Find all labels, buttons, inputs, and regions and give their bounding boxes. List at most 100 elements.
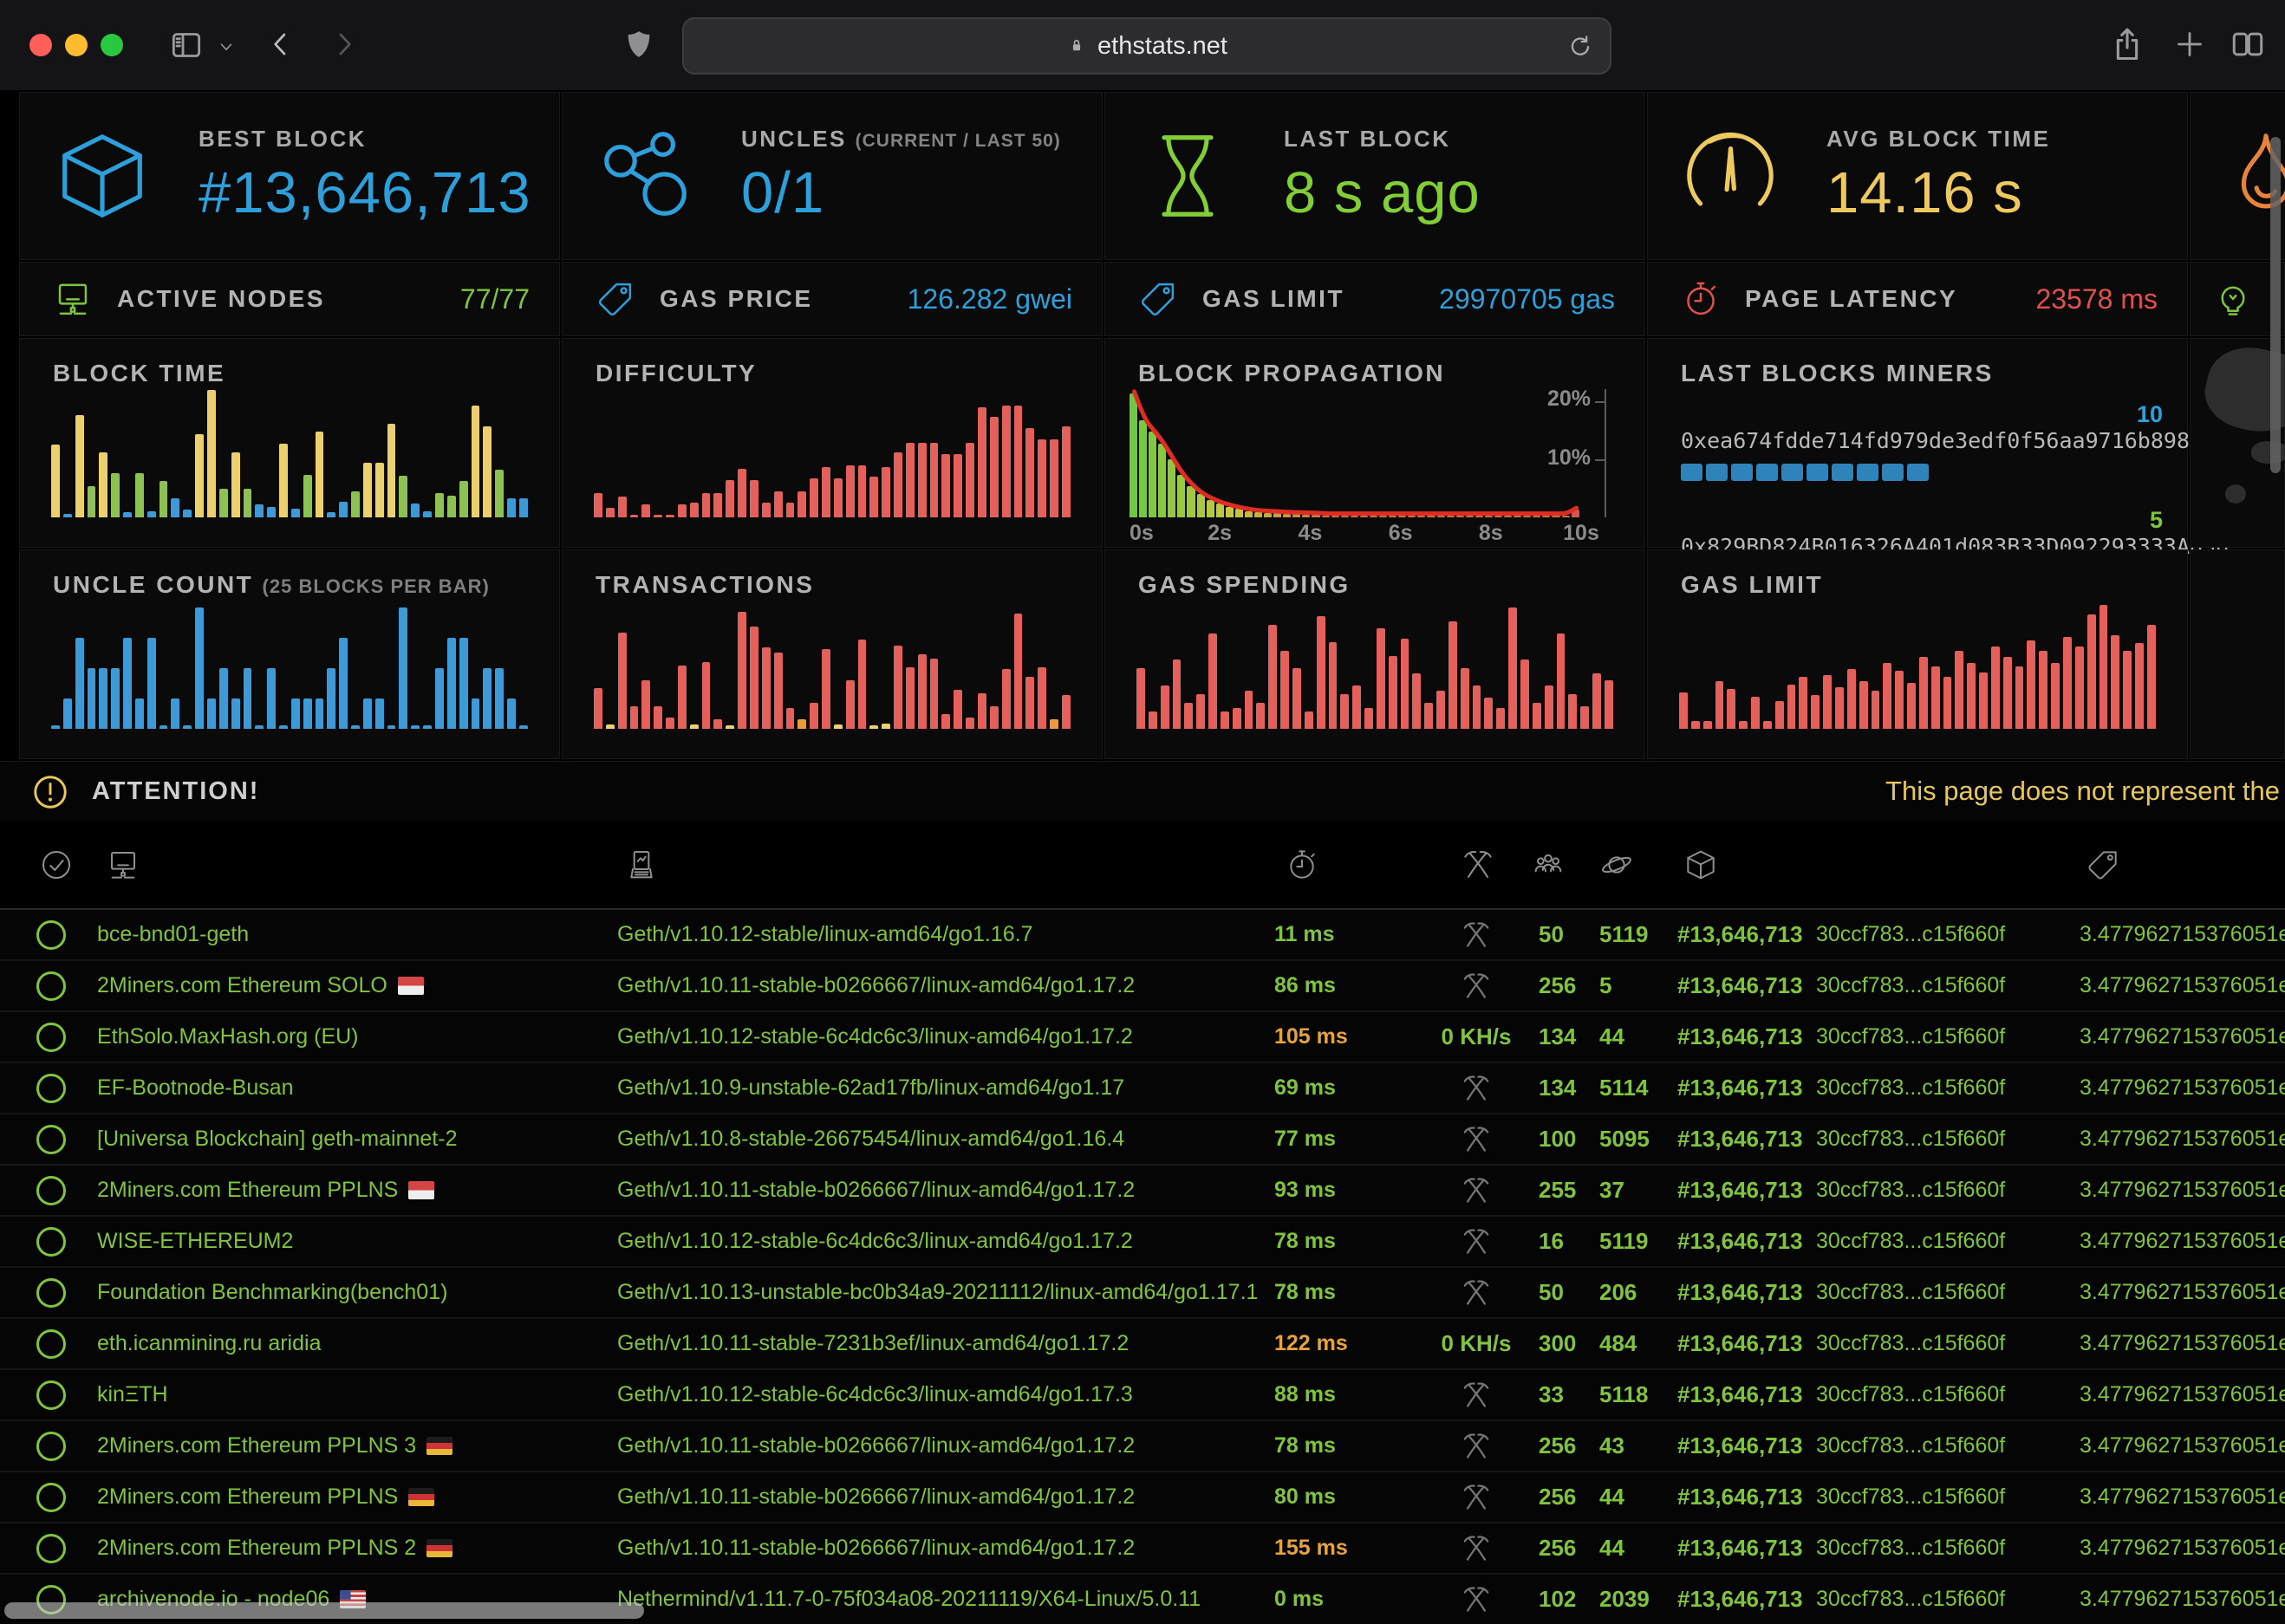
node-name[interactable]: WISE-ETHEREUM2 [97,1229,293,1254]
chart-bar [219,668,228,729]
sidebar-toggle-icon[interactable] [169,28,204,62]
node-name[interactable]: bce-bnd01-geth [97,922,249,947]
privacy-shield-icon[interactable] [622,28,655,61]
node-table-row[interactable]: kinΞTHGeth/v1.10.12-stable-6c4dc6c3/linu… [0,1370,2285,1421]
minimize-window-button[interactable] [65,34,88,56]
node-name[interactable]: [Universa Blockchain] geth-mainnet-2 [97,1127,457,1152]
chart-bar [1580,706,1589,729]
chart-bar [810,703,818,729]
address-bar[interactable]: ethstats.net [682,17,1611,75]
tab-overview-icon[interactable] [2230,26,2266,62]
node-table-row[interactable]: 2Miners.com Ethereum PPLNS 2Geth/v1.10.1… [0,1523,2285,1575]
node-block-hash[interactable]: 30ccf783...c15f660f [1816,1024,2005,1049]
node-pending: 2039 [1599,1586,1650,1613]
node-block-hash[interactable]: 30ccf783...c15f660f [1816,1484,2005,1510]
node-block-hash[interactable]: 30ccf783...c15f660f [1816,1433,2005,1458]
chart-bar [1025,677,1034,729]
node-block-hash[interactable]: 30ccf783...c15f660f [1816,1382,2005,1407]
chart-bar [351,491,360,517]
node-block-hash[interactable]: 30ccf783...c15f660f [1816,1075,2005,1101]
node-peers: 16 [1539,1228,1564,1255]
chart-title: DIFFICULTY [596,360,757,387]
country-flag-de [426,1437,452,1455]
node-table-row[interactable]: EF-Bootnode-BusanGeth/v1.10.9-unstable-6… [0,1063,2285,1114]
node-name[interactable]: 2Miners.com Ethereum SOLO [97,973,387,998]
share-icon[interactable] [2108,25,2146,63]
node-latency: 77 ms [1274,1127,1336,1152]
difficulty-bars [594,387,1071,517]
node-table-row[interactable]: WISE-ETHEREUM2Geth/v1.10.12-stable-6c4dc… [0,1217,2285,1268]
node-name[interactable]: 2Miners.com Ethereum PPLNS 2 [97,1536,416,1561]
stopwatch-icon [1681,279,1721,319]
column-client-icon [624,848,659,882]
zoom-window-button[interactable] [101,34,123,56]
node-table-row[interactable]: EthSolo.MaxHash.org (EU)Geth/v1.10.12-st… [0,1012,2285,1063]
node-table-row[interactable]: 2Miners.com Ethereum PPLNSGeth/v1.10.11-… [0,1166,2285,1217]
node-name[interactable]: eth.icanmining.ru aridia [97,1331,321,1356]
node-block-hash[interactable]: 30ccf783...c15f660f [1816,1127,2005,1152]
node-block-hash[interactable]: 30ccf783...c15f660f [1816,1229,2005,1254]
node-block-number: #13,646,713 [1677,1177,1803,1204]
chart-bar [1436,691,1445,729]
node-pending: 5 [1599,972,1611,999]
node-table-row[interactable]: eth.icanmining.ru aridiaGeth/v1.10.11-st… [0,1319,2285,1370]
node-name[interactable]: Foundation Benchmarking(bench01) [97,1280,447,1305]
node-name[interactable]: 2Miners.com Ethereum PPLNS [97,1178,398,1203]
chart-bar [2075,646,2084,729]
chart-bar [1427,516,1435,517]
chart-bar [1557,633,1566,729]
chart-bar [1533,516,1540,517]
node-name[interactable]: kinΞTH [97,1382,168,1407]
chart-bar [1208,633,1217,729]
chart-bar [1545,685,1553,729]
node-latency: 93 ms [1274,1178,1336,1203]
node-name[interactable]: 2Miners.com Ethereum PPLNS 3 [97,1433,416,1458]
chart-bar [1268,625,1277,729]
chart-bar [1302,515,1310,517]
chevron-down-icon[interactable] [217,37,236,56]
node-pending: 37 [1599,1177,1624,1204]
node-block-hash[interactable]: 30ccf783...c15f660f [1816,922,2005,947]
node-name[interactable]: 2Miners.com Ethereum PPLNS [97,1484,398,1510]
node-block-hash[interactable]: 30ccf783...c15f660f [1816,1280,2005,1305]
chart-bar [1305,711,1313,729]
node-table-row[interactable]: 2Miners.com Ethereum SOLOGeth/v1.10.11-s… [0,961,2285,1012]
node-table-row[interactable]: 2Miners.com Ethereum PPLNS 3 Geth/v1.10.1… [0,1421,2285,1472]
miner-address[interactable]: 0xea674fdde714fd979de3edf0f56aa9716b898e… [1681,401,2163,453]
node-name[interactable]: EthSolo.MaxHash.org (EU) [97,1024,359,1049]
chart-bar [990,706,999,729]
node-table-row[interactable]: bce-bnd01-gethGeth/v1.10.12-stable/linux… [0,910,2285,961]
back-button-icon[interactable] [264,28,297,61]
node-peers: 256 [1539,1432,1576,1459]
horizontal-scrollbar[interactable] [4,1602,644,1619]
node-block-hash[interactable]: 30ccf783...c15f660f [1816,1331,2005,1356]
node-mining-cell [1424,1226,1528,1257]
node-status-indicator [36,1074,66,1103]
node-block-hash[interactable]: 30ccf783...c15f660f [1816,1178,2005,1203]
new-tab-icon[interactable] [2172,27,2207,62]
node-name[interactable]: EF-Bootnode-Busan [97,1075,294,1101]
node-block-number: #13,646,713 [1677,1330,1803,1357]
node-table-row[interactable]: [Universa Blockchain] geth-mainnet-2Geth… [0,1114,2285,1166]
node-block-hash[interactable]: 30ccf783...c15f660f [1816,1536,2005,1561]
forward-button-icon[interactable] [328,28,361,61]
node-block-hash[interactable]: 30ccf783...c15f660f [1816,1587,2005,1612]
country-flag-id [408,1181,434,1199]
monitor-icon [53,279,93,319]
node-client-version: Geth/v1.10.11-stable-b0266667/linux-amd6… [617,1433,1135,1458]
vertical-scrollbar[interactable] [2270,137,2281,473]
reload-icon[interactable] [1566,31,1594,59]
chart-bar [954,690,962,729]
node-table-row[interactable]: Foundation Benchmarking(bench01)Geth/v1.… [0,1268,2285,1319]
chart-bar [1136,668,1145,729]
chart-bar [1364,708,1373,729]
close-window-button[interactable] [29,34,52,56]
node-block-hash[interactable]: 30ccf783...c15f660f [1816,973,2005,998]
lock-icon [1066,36,1087,56]
chart-bar [1552,516,1559,517]
chart-bar [183,725,192,729]
mining-pickaxe-icon [1461,1277,1492,1309]
node-total-difficulty: 3.477962715376051e+2 [2080,1178,2285,1203]
chart-bar [519,725,528,729]
node-table-row[interactable]: 2Miners.com Ethereum PPLNSGeth/v1.10.11-… [0,1472,2285,1523]
